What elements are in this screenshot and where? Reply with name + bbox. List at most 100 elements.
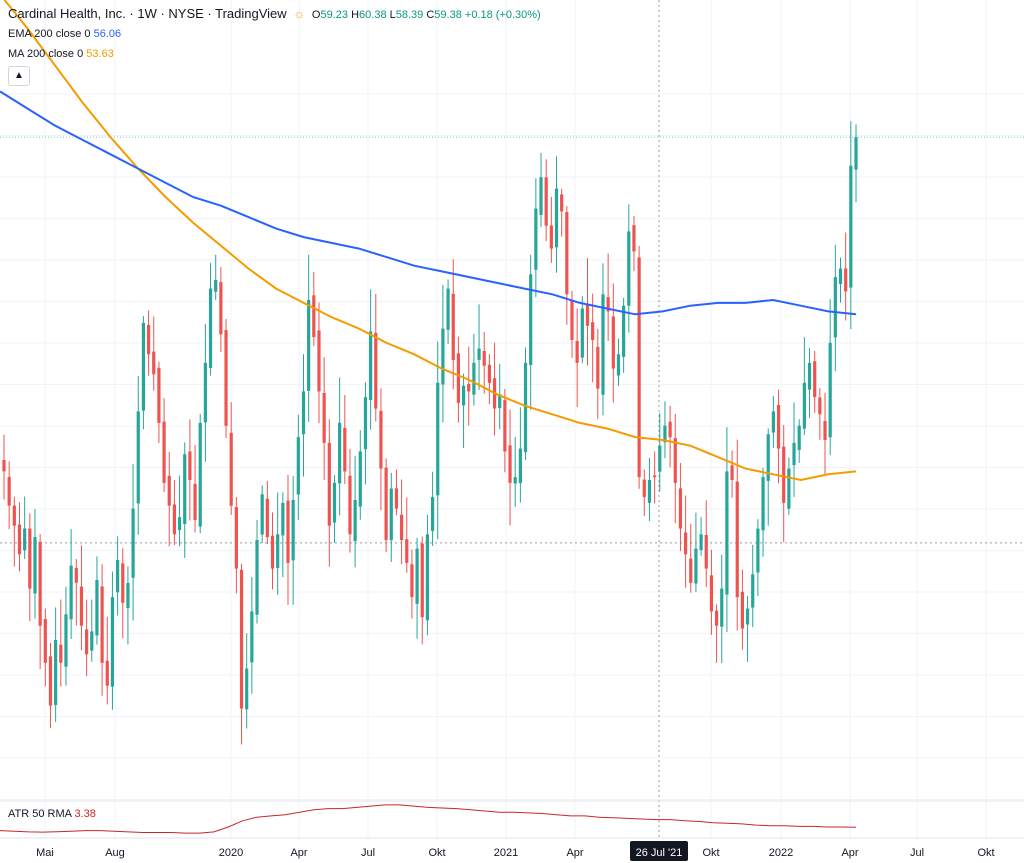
candle-body xyxy=(358,451,362,507)
candle-body xyxy=(265,498,269,538)
candle-body xyxy=(389,488,393,541)
candle-body xyxy=(343,427,347,472)
candle-body xyxy=(585,303,590,326)
chart-grid xyxy=(0,0,1024,838)
candle-body xyxy=(291,500,295,561)
candle-body xyxy=(487,364,491,383)
candle-body xyxy=(699,534,703,551)
candle-body xyxy=(188,451,192,480)
atr-value: 3.38 xyxy=(74,808,96,820)
candle-body xyxy=(307,300,311,391)
ema-value: 56.06 xyxy=(93,28,122,40)
candle-body xyxy=(735,481,739,598)
candle-body xyxy=(792,442,796,466)
candle-body xyxy=(637,257,641,478)
candle-body xyxy=(601,294,605,395)
candle-body xyxy=(157,367,161,423)
ma-value: 53.63 xyxy=(86,48,114,60)
candle-body xyxy=(441,328,445,385)
open-value: 59.23 xyxy=(320,9,349,21)
candle-body xyxy=(849,165,853,288)
candle-body xyxy=(446,288,450,330)
candle-body xyxy=(828,342,832,438)
candle-body xyxy=(725,471,729,595)
candle-body xyxy=(653,475,657,478)
candle-body xyxy=(606,297,610,312)
candle-body xyxy=(74,567,78,583)
candle-body xyxy=(146,324,151,355)
candle-body xyxy=(430,497,435,531)
time-tick-label: 2022 xyxy=(769,847,793,859)
candle-body xyxy=(745,608,750,625)
candle-body xyxy=(322,392,326,443)
atr-legend[interactable]: ATR 50 RMA 3.38 xyxy=(8,808,96,820)
time-tick-label: Jul xyxy=(910,847,924,859)
candle-body xyxy=(121,563,125,603)
candle-body xyxy=(28,528,32,589)
candle-body xyxy=(596,346,600,389)
ema-legend[interactable]: EMA 200 close 0 56.06 xyxy=(8,28,121,40)
candle-body xyxy=(296,437,300,495)
candle-body xyxy=(498,394,502,409)
time-tick-label: Aug xyxy=(105,847,125,859)
candle-body xyxy=(7,476,11,506)
candle-body xyxy=(348,475,352,535)
candle-body xyxy=(17,524,22,555)
candle-body xyxy=(658,445,662,472)
candle-body xyxy=(771,411,775,433)
candle-body xyxy=(54,640,58,705)
candle-body xyxy=(844,268,848,292)
candle-body xyxy=(756,528,760,573)
candle-body xyxy=(740,591,745,629)
sun-icon[interactable]: ☼ xyxy=(289,6,309,21)
ma-label: MA 200 close 0 xyxy=(8,48,84,60)
candle-body xyxy=(787,468,791,509)
candle-body xyxy=(152,351,156,375)
candle-body xyxy=(838,268,843,285)
candle-body xyxy=(420,543,424,618)
candle-body xyxy=(136,411,140,504)
candle-body xyxy=(730,465,734,480)
candle-body xyxy=(410,564,414,598)
candle-body xyxy=(276,534,280,569)
candle-body xyxy=(399,514,404,540)
atr-line xyxy=(0,804,857,834)
low-value: 58.39 xyxy=(395,9,424,21)
candle-body xyxy=(105,660,109,686)
candle-body xyxy=(239,569,244,709)
candle-body xyxy=(833,277,837,338)
time-tick-label: Jul xyxy=(361,847,375,859)
candle-body xyxy=(668,421,672,438)
chevron-up-icon[interactable]: ▲ xyxy=(8,66,30,86)
candle-body xyxy=(234,507,238,569)
candle-body xyxy=(141,322,146,411)
candle-body xyxy=(549,225,553,249)
candle-body xyxy=(224,330,228,426)
candle-body xyxy=(709,575,714,612)
candle-body xyxy=(751,574,755,608)
candle-body xyxy=(797,425,801,450)
candle-body xyxy=(33,537,37,594)
candle-body xyxy=(436,382,440,496)
close-label: C xyxy=(426,9,435,21)
ma-legend[interactable]: MA 200 close 0 53.63 xyxy=(8,48,114,60)
candle-body xyxy=(632,225,636,252)
price-lines xyxy=(0,136,1024,544)
candle-body xyxy=(312,295,316,338)
ma-200-line xyxy=(3,0,857,482)
candle-body xyxy=(198,422,202,527)
time-tick-label: Okt xyxy=(977,847,994,859)
candle-body xyxy=(467,384,471,392)
time-axis[interactable]: Mai Aug 2020 Apr Jul Okt 2021 Apr Okt 2022 Apr Jul O… xyxy=(0,837,1024,861)
candle-body xyxy=(539,177,543,215)
candle-body xyxy=(338,422,342,484)
candle-body xyxy=(250,611,254,663)
time-tick-label: Apr xyxy=(841,847,858,859)
time-tick-label: Okt xyxy=(428,847,445,859)
candle-body xyxy=(363,397,368,450)
candle-body xyxy=(472,362,476,395)
candle-body xyxy=(647,480,652,503)
candle-body xyxy=(394,488,399,509)
candle-body xyxy=(64,614,68,667)
